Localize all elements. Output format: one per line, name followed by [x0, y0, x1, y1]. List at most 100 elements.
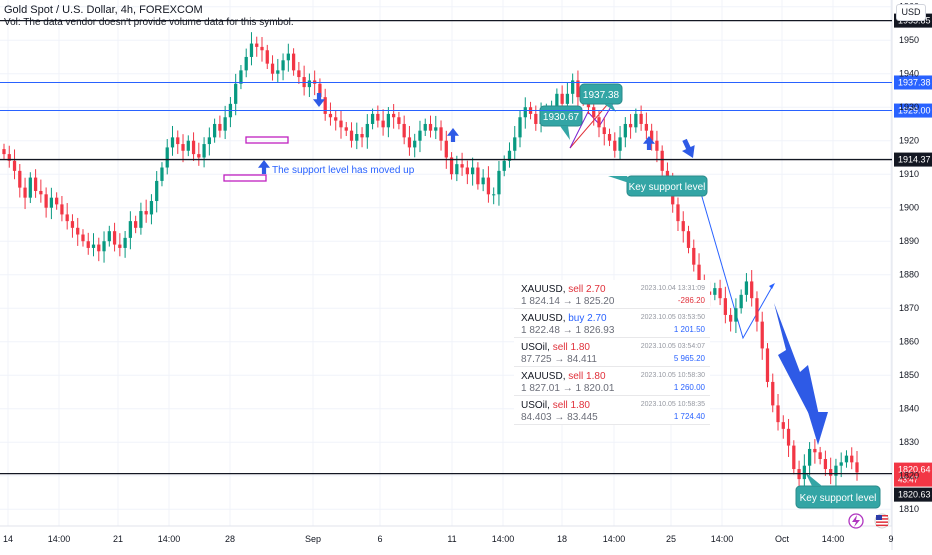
candle-body [265, 50, 269, 64]
trade-row[interactable]: USOil, sell 1.80 84.403 → 83.445 2023.10… [514, 396, 710, 425]
trade-row[interactable]: XAUUSD, sell 1.80 1 827.01 → 1 820.01 20… [514, 367, 710, 396]
grid [0, 0, 893, 550]
candle-body [744, 281, 749, 295]
candle [623, 117, 627, 148]
candles [2, 32, 859, 488]
currency-button[interactable]: USD [896, 4, 926, 21]
candle-body [139, 211, 143, 228]
trade-time: 2023.10.05 03:54:07 [640, 343, 705, 350]
candle [402, 115, 406, 145]
candle [476, 162, 480, 190]
candle-body [465, 167, 469, 175]
candle [165, 139, 169, 175]
candle [628, 114, 633, 139]
candle-body [439, 127, 443, 141]
trade-row[interactable]: USOil, sell 1.80 87.725 → 84.411 2023.10… [514, 338, 710, 367]
candle [460, 152, 464, 176]
time-axis: 14 14:00 21 14:00 28 Sep 6 11 14:00 18 14:00 25 14:0… [3, 513, 894, 544]
candle [39, 179, 43, 203]
highlight-box [245, 136, 289, 144]
candle-body [334, 117, 338, 121]
y-tick-label: 1870 [899, 303, 919, 313]
candle [55, 192, 59, 210]
trade-lots: 1.80 [570, 342, 590, 353]
y-tick-label: 1920 [899, 136, 919, 146]
trade-lots: 2.70 [586, 284, 606, 295]
trade-symbol: XAUUSD [521, 371, 563, 382]
candle [650, 123, 654, 151]
x-tick-label: 21 [113, 534, 123, 544]
candle-body [297, 70, 301, 78]
candle [355, 122, 359, 150]
trade-row[interactable]: XAUUSD, buy 2.70 1 822.48 → 1 826.93 202… [514, 309, 710, 338]
candle-body [197, 154, 201, 158]
candle [212, 118, 217, 143]
y-tick-label: 1950 [899, 35, 919, 45]
candle-body [418, 130, 422, 141]
trade-row[interactable]: XAUUSD, sell 2.70 1 824.14 → 1 825.20 20… [514, 280, 710, 309]
candle-body [739, 294, 743, 309]
candle-body [12, 160, 17, 171]
arrow-marker [643, 136, 655, 150]
trade-time: 2023.10.05 10:58:35 [640, 401, 705, 408]
y-tick-label: 1810 [899, 504, 919, 514]
candle [33, 169, 38, 198]
candle-body [349, 130, 354, 141]
candle-body [602, 127, 606, 135]
candle [2, 143, 6, 160]
x-tick-label: 14:00 [822, 534, 845, 544]
candle-body [70, 221, 75, 228]
candle-body [402, 123, 406, 138]
candle [349, 122, 354, 148]
candle-body [818, 452, 822, 459]
candle-body [281, 60, 285, 71]
candle-body [628, 123, 633, 128]
candle-body [786, 428, 791, 446]
candle [492, 187, 496, 205]
candle [60, 195, 64, 222]
candle-body [255, 43, 259, 47]
candle-body [486, 177, 491, 195]
candle [223, 105, 227, 140]
candle-body [555, 93, 559, 111]
trade-pnl: 5 965.20 [673, 354, 705, 363]
candle-body [365, 123, 369, 138]
candle [513, 125, 517, 160]
candle-body [276, 70, 280, 74]
price-callout: Key support level [608, 175, 708, 197]
candle-body [576, 80, 580, 98]
candle-body [339, 120, 343, 128]
trade-side: sell [552, 342, 568, 353]
candle [676, 197, 680, 232]
lightning-icon[interactable] [848, 513, 864, 529]
candle-body [734, 308, 738, 322]
candle [297, 61, 301, 84]
candle [713, 282, 717, 301]
current-price-label: 1820.64 [898, 465, 931, 475]
candle-body [650, 130, 654, 141]
candle-body [212, 123, 217, 138]
candle [444, 130, 448, 169]
candle-body [207, 137, 211, 145]
us-flag-icon[interactable] [874, 513, 890, 529]
candle-body [470, 167, 475, 175]
y-tick-label: 1850 [899, 370, 919, 380]
trade-pnl: 1 260.00 [673, 383, 705, 392]
candle-body [723, 298, 727, 315]
candle-body [807, 448, 812, 466]
arrow-shape [682, 138, 695, 158]
price-tag-label: 1929.00 [898, 106, 931, 116]
y-tick-label: 1820 [899, 471, 919, 481]
trade-time: 2023.10.05 10:58:30 [640, 372, 705, 379]
candle-body [144, 211, 148, 215]
x-tick-label: 11 [447, 534, 456, 544]
callout-label: 1937.38 [583, 90, 620, 101]
candle [202, 137, 206, 168]
trade-prices: 1 824.14 → 1 825.20 [521, 296, 615, 307]
candle-body [155, 180, 159, 202]
candle [613, 132, 617, 158]
candle [107, 225, 111, 247]
candle [286, 43, 290, 72]
